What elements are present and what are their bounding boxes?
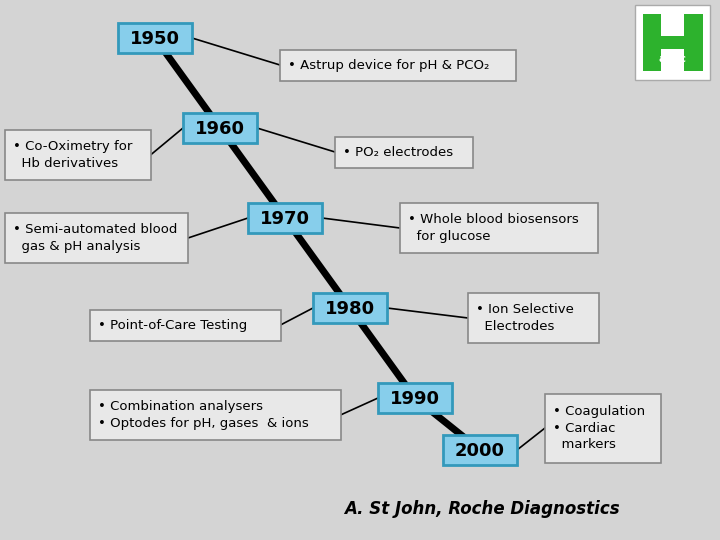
Bar: [468, 293, 598, 343]
Text: • Ion Selective
  Electrodes: • Ion Selective Electrodes: [476, 303, 574, 333]
Text: • Point-of-Care Testing: • Point-of-Care Testing: [98, 319, 247, 332]
Text: 1990: 1990: [390, 390, 440, 408]
Text: • Whole blood biosensors
  for glucose: • Whole blood biosensors for glucose: [408, 213, 579, 243]
Text: • Astrup device for pH & PCO₂: • Astrup device for pH & PCO₂: [288, 58, 490, 71]
Bar: [280, 50, 516, 80]
Text: • Combination analysers
• Optodes for pH, gases  & ions: • Combination analysers • Optodes for pH…: [98, 400, 309, 430]
Bar: [378, 383, 452, 413]
Text: 1970: 1970: [260, 210, 310, 228]
Bar: [313, 293, 387, 323]
Text: 2000: 2000: [455, 442, 505, 460]
Bar: [443, 435, 517, 465]
Text: 1960: 1960: [195, 120, 245, 138]
Bar: [642, 15, 661, 71]
Bar: [635, 5, 710, 80]
Bar: [400, 203, 598, 253]
Bar: [183, 113, 257, 143]
Bar: [5, 130, 150, 180]
Text: • Co-Oximetry for
  Hb derivatives: • Co-Oximetry for Hb derivatives: [13, 140, 132, 170]
Bar: [118, 23, 192, 53]
Bar: [90, 390, 341, 440]
Text: 1980: 1980: [325, 300, 375, 318]
Bar: [545, 394, 660, 462]
Bar: [684, 15, 703, 71]
Text: 1950: 1950: [130, 30, 180, 48]
Bar: [335, 137, 473, 167]
Text: • Coagulation
• Cardiac
  markers: • Coagulation • Cardiac markers: [553, 405, 645, 451]
Bar: [248, 203, 322, 233]
Text: • Semi-automated blood
  gas & pH analysis: • Semi-automated blood gas & pH analysis: [13, 223, 177, 253]
Text: aouc: aouc: [659, 54, 686, 64]
Bar: [642, 36, 703, 49]
Bar: [5, 213, 188, 263]
Text: A. St John, Roche Diagnostics: A. St John, Roche Diagnostics: [344, 500, 620, 518]
Bar: [90, 309, 281, 341]
Text: • PO₂ electrodes: • PO₂ electrodes: [343, 145, 453, 159]
